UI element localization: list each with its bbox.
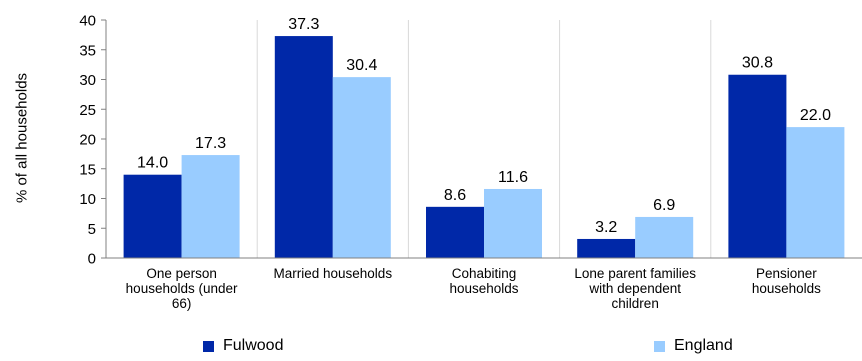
bar-fulwood bbox=[426, 206, 484, 258]
legend-swatch-england bbox=[654, 340, 665, 352]
x-tick-label: households (under bbox=[126, 281, 238, 296]
x-tick-label: children bbox=[612, 296, 659, 311]
x-tick-label: Lone parent families bbox=[574, 266, 696, 281]
bar-england bbox=[484, 188, 542, 258]
y-tick-label: 40 bbox=[79, 13, 96, 30]
bar-england bbox=[332, 77, 391, 259]
data-label: 30.8 bbox=[742, 55, 773, 72]
y-tick-label: 10 bbox=[79, 191, 96, 208]
y-tick-label: 25 bbox=[79, 102, 96, 119]
data-label: 30.4 bbox=[346, 57, 377, 74]
bar-fulwood bbox=[577, 238, 636, 258]
data-label: 3.2 bbox=[595, 219, 617, 236]
x-tick-label: households bbox=[752, 281, 821, 296]
y-tick-label: 20 bbox=[79, 132, 96, 149]
y-tick-label: 5 bbox=[88, 221, 96, 238]
data-label: 17.3 bbox=[195, 135, 226, 152]
x-tick-label: with dependent bbox=[588, 281, 681, 296]
bar-england bbox=[635, 216, 694, 258]
data-label: 37.3 bbox=[288, 16, 319, 33]
y-tick-label: 15 bbox=[79, 161, 96, 178]
bar-england bbox=[181, 155, 240, 258]
legend-label-fulwood: Fulwood bbox=[223, 337, 284, 354]
x-tick-label: households bbox=[449, 281, 518, 296]
x-tick-label: Cohabiting bbox=[452, 266, 517, 281]
x-tick-label: One person bbox=[146, 266, 217, 281]
x-tick-label: Pensioner bbox=[756, 266, 817, 281]
legend-item-england: England bbox=[654, 336, 733, 356]
legend-label-england: England bbox=[674, 337, 733, 354]
data-label: 8.6 bbox=[444, 187, 466, 204]
data-label: 6.9 bbox=[653, 197, 675, 214]
x-tick-label: Married households bbox=[274, 266, 393, 281]
x-tick-label: 66) bbox=[172, 296, 192, 311]
data-label: 22.0 bbox=[800, 107, 831, 124]
bar-fulwood bbox=[123, 174, 182, 258]
legend-item-fulwood: Fulwood bbox=[203, 336, 283, 356]
y-tick-label: 0 bbox=[88, 251, 96, 268]
data-label: 11.6 bbox=[498, 169, 528, 186]
bar-fulwood bbox=[274, 36, 333, 258]
legend-swatch-fulwood bbox=[203, 340, 214, 352]
data-label: 14.0 bbox=[137, 155, 168, 172]
bar-england bbox=[786, 127, 845, 258]
y-tick-label: 35 bbox=[79, 42, 96, 59]
y-axis-label: % of all households bbox=[13, 72, 31, 204]
bar-fulwood bbox=[728, 74, 787, 259]
y-tick-label: 30 bbox=[79, 72, 96, 89]
